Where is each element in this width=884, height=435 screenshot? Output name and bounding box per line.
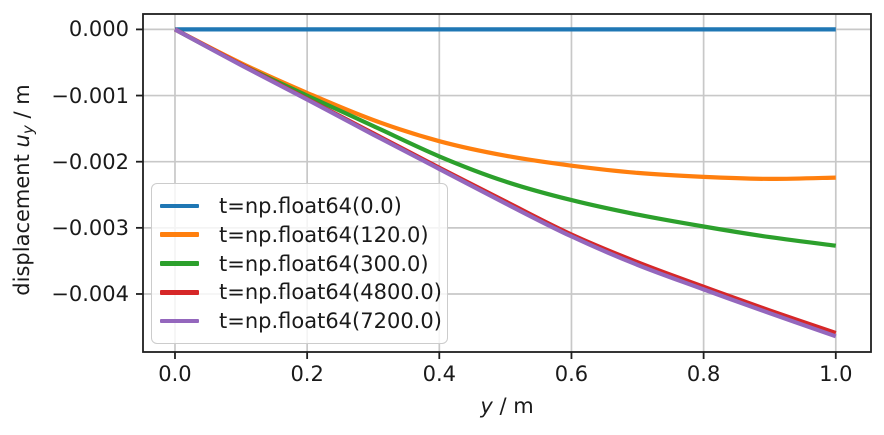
legend-line-sample <box>160 318 199 324</box>
y-axis-label: displacement uy / m <box>8 10 37 370</box>
legend-label: t=np.float64(4800.0) <box>219 280 442 305</box>
axes-spines <box>142 13 872 353</box>
x-tick-label: 0.6 <box>554 362 589 386</box>
y-axis-label-variable: u <box>10 134 34 148</box>
x-tick-label: 0.2 <box>290 362 324 386</box>
y-axis-label-prefix: displacement <box>10 147 34 296</box>
y-axis-label-subscript: y <box>18 125 37 135</box>
y-tick-label: −0.003 <box>51 215 129 240</box>
legend-item: t=np.float64(0.0) <box>160 192 437 220</box>
y-tick-label: 0.000 <box>68 17 129 42</box>
legend-item: t=np.float64(7200.0) <box>160 307 442 335</box>
legend-line-sample <box>160 289 199 295</box>
legend-box: t=np.float64(0.0) t=np.float64(120.0) t=np… <box>151 183 448 344</box>
x-tick-label: 1.0 <box>819 362 853 386</box>
y-tick-label: −0.001 <box>51 83 129 108</box>
y-tick-label: −0.004 <box>51 281 129 306</box>
x-axis-label-unit: / m <box>492 394 534 418</box>
x-tick-label: 0.8 <box>686 362 721 386</box>
x-tick-label: 0.4 <box>422 362 456 386</box>
legend-label: t=np.float64(0.0) <box>219 194 402 218</box>
legend-label: t=np.float64(7200.0) <box>219 309 442 333</box>
y-tick-label: −0.002 <box>51 149 129 174</box>
x-axis-label: y / m <box>143 392 871 420</box>
legend-label: t=np.float64(120.0) <box>219 222 429 247</box>
x-axis-label-variable: y <box>480 394 493 418</box>
series-line-1 <box>174 27 836 182</box>
legend-item: t=np.float64(300.0) <box>160 250 437 278</box>
x-tick-label: 0.0 <box>158 362 192 386</box>
legend-line-sample <box>160 203 199 209</box>
series-line-4 <box>173 27 837 339</box>
legend-line-sample <box>160 261 199 266</box>
legend-line-sample <box>160 232 199 238</box>
legend-item: t=np.float64(4800.0) <box>160 278 442 306</box>
legend-label: t=np.float64(300.0) <box>219 251 429 276</box>
y-axis-label-unit: / m <box>10 84 34 126</box>
legend-item: t=np.float64(120.0) <box>160 221 437 249</box>
